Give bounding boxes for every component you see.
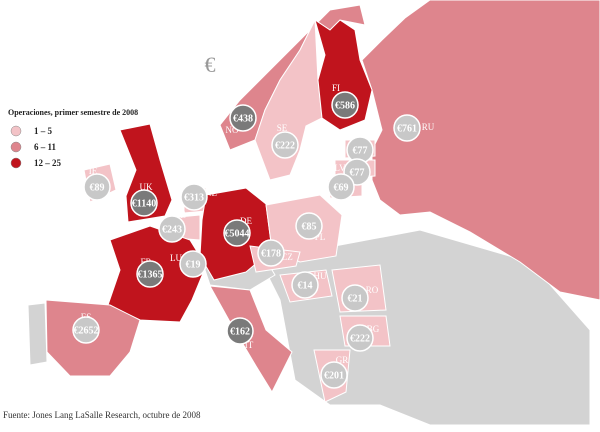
country-code: NO — [226, 125, 239, 135]
legend-label: 6 – 11 — [34, 142, 57, 152]
value-bubble — [346, 324, 374, 352]
legend-title: Operaciones, primer semestre de 2008 — [8, 108, 138, 117]
country-code: UK — [140, 182, 153, 192]
country-code: LT — [322, 178, 333, 188]
country-code: IT — [245, 340, 254, 350]
value-label: €222 — [275, 140, 295, 151]
value-label: €586 — [335, 100, 355, 111]
country-code: NL — [205, 188, 217, 198]
country-code: IE — [89, 166, 98, 176]
country-code: RO — [366, 285, 379, 295]
value-bubble — [179, 250, 207, 278]
value-label: €77 — [353, 145, 368, 156]
value-bubble — [223, 219, 251, 247]
value-label: €14 — [298, 280, 313, 291]
legend-label: 1 – 5 — [34, 126, 53, 136]
value-label: €85 — [302, 221, 317, 232]
value-label: €19 — [186, 259, 201, 270]
value-bubble — [341, 284, 369, 312]
country — [361, 0, 600, 301]
value-label: €313 — [184, 192, 204, 203]
value-label: €761 — [397, 123, 417, 134]
value-label: €2652 — [74, 325, 99, 336]
value-label: €1140 — [132, 198, 156, 209]
legend-swatch — [10, 141, 22, 153]
value-bubble — [271, 131, 299, 159]
country-code: LU — [170, 253, 182, 263]
legend-swatch — [10, 157, 22, 169]
country-code: SE — [277, 123, 288, 133]
country-code: GR — [336, 355, 349, 365]
country-code: BG — [367, 324, 380, 334]
value-label: €5044 — [225, 228, 250, 239]
value-label: €201 — [324, 370, 344, 381]
value-bubble — [327, 173, 355, 201]
value-label: €69 — [334, 182, 349, 193]
country-code: CZ — [281, 252, 293, 262]
value-bubble — [130, 189, 158, 217]
country-code: EE — [335, 140, 346, 150]
legend-swatch — [10, 125, 22, 137]
value-label: €1365 — [138, 269, 163, 280]
country-code: BE — [174, 210, 186, 220]
country — [27, 302, 48, 366]
value-bubble — [331, 91, 359, 119]
value-bubble — [291, 271, 319, 299]
country-code: DE — [240, 216, 252, 226]
legend: 1 – 5 6 – 11 12 – 25 — [10, 125, 62, 169]
value-label: €438 — [233, 113, 253, 124]
value-bubble — [393, 114, 421, 142]
value-label: €21 — [348, 293, 363, 304]
value-bubble — [226, 317, 254, 345]
country-code: PL — [315, 232, 326, 242]
euro-symbol: € — [205, 52, 216, 77]
value-label: €222 — [350, 333, 370, 344]
country-code: RU — [422, 122, 435, 132]
value-bubble — [136, 260, 164, 288]
value-bubble — [320, 361, 348, 389]
country-code: HU — [314, 271, 327, 281]
value-label: €77 — [350, 167, 365, 178]
countries — [27, 0, 600, 426]
value-bubble — [180, 183, 208, 211]
country-code: LV — [334, 163, 346, 173]
markers: FI €586 NO€438 SE €222 RU €761 EE €77 LV €77 LT €69 I… — [72, 83, 435, 389]
value-label: €162 — [230, 326, 250, 337]
country-code: FI — [332, 83, 340, 93]
value-bubble — [72, 316, 100, 344]
value-bubble — [257, 239, 285, 267]
value-label: €89 — [90, 182, 105, 193]
value-bubble — [229, 104, 257, 132]
value-label: €178 — [261, 248, 281, 259]
value-bubble — [83, 173, 111, 201]
value-bubble — [158, 215, 186, 243]
legend-label: 12 – 25 — [34, 158, 62, 168]
source: Fuente: Jones Lang LaSalle Research, oct… — [3, 410, 201, 420]
value-bubble — [295, 212, 323, 240]
value-label: €243 — [162, 224, 182, 235]
